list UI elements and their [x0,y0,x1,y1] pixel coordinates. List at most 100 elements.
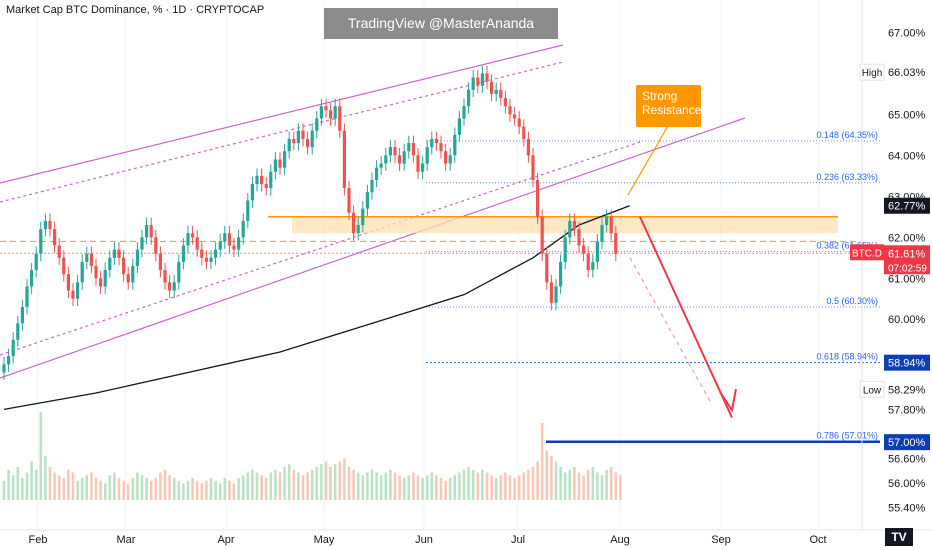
price-axis-label: 62.00% [888,232,926,244]
candle-body [214,249,218,258]
hl-label: High [862,68,883,79]
price-axis: 67.00%66.03%65.00%64.00%63.00%62.77%62.0… [850,0,930,530]
volume-bar [471,469,475,500]
volume-bar [99,480,102,500]
candle-body [398,155,402,164]
volume-bar [145,478,148,500]
volume-bar [352,469,355,500]
hl-tag [859,63,885,81]
candle-body [71,290,75,299]
candle-body [140,237,144,250]
price-tag [884,197,930,214]
volume-bar [214,480,217,500]
candle-body [16,323,20,340]
price-tag [884,381,930,398]
candle-body [223,233,227,242]
candle-body [292,138,296,144]
candle-body [503,97,507,107]
volume-bar [237,478,240,500]
volume-bar [416,475,420,500]
volume-bar [490,475,493,500]
volume-bar [402,478,406,500]
volume-bar [108,475,112,500]
channel-line [0,141,641,356]
volume-bar [191,478,194,500]
candle-body [255,175,259,185]
volume-bar [85,475,89,500]
volume-bar [7,469,10,500]
volume-bar [545,450,549,500]
volume-bar [577,472,581,500]
price-axis-label: 55.40% [888,503,926,515]
candle-body [76,282,80,299]
candle-body [306,138,310,148]
volume-bar [251,469,254,500]
time-axis-label: May [314,534,335,546]
candle-body [480,73,484,86]
candle-body [260,175,264,185]
volume-bar [131,478,135,500]
volume-bar [324,461,328,500]
volume-bar [522,472,526,500]
volume-bar [94,478,98,500]
volume-bar [453,475,457,500]
volume-bar [462,469,466,500]
channel-line [0,61,564,203]
candle-body [531,155,535,180]
candle-body [609,216,613,234]
candle-body [315,118,319,131]
volume-bar [140,475,144,500]
candle-body [577,229,581,246]
candle-body [338,106,342,131]
candle-body [103,270,107,287]
volume-bar [439,478,443,500]
channel-line [0,117,746,379]
candle-body [126,274,130,283]
volume-bar [343,458,346,500]
volume-bar [16,467,20,500]
candle-body [131,265,135,283]
candle-body [572,220,576,230]
volume-bar [393,472,397,500]
candle-body [227,233,231,246]
price-axis-label: 58.29% [888,384,926,396]
volume-bar [320,464,323,500]
candle-body [154,237,158,254]
candle-body [30,270,34,287]
volume-bar [333,464,337,500]
candle-body [301,130,305,139]
volume-bar [375,472,378,500]
volume-bar [347,467,351,500]
candle-body [545,253,549,283]
candle-body [269,171,273,189]
volume-bar [103,483,107,500]
volume-bar [370,469,374,500]
fib-label: 0.618 (58.94%) [816,352,878,362]
channel-line [0,44,564,184]
candle-body [25,286,29,307]
candle-body [122,257,126,275]
candle-body [425,147,429,164]
candle-body [549,282,553,303]
candle-body [388,147,392,156]
price-axis-label: 67.00% [888,27,926,39]
price-axis-label: 56.60% [888,454,926,466]
volume-bar [136,472,139,500]
candle-body [283,151,287,168]
candle-body [287,138,291,152]
volume-bar [283,467,286,500]
fib-label: 0.148 (64.35%) [816,130,878,140]
volume-bar [232,483,236,500]
candle-body [379,163,383,168]
tradingview-logo-icon[interactable]: TV [885,528,913,546]
time-axis-label: Jul [511,534,525,546]
moving-average [3,205,630,411]
volume-bar [499,475,503,500]
projection-dashed-line [629,257,711,402]
time-axis-label: Sep [711,534,731,546]
price-axis-label: 65.00% [888,109,926,121]
symbol-title: Market Cap BTC Dominance, % · 1D · CRYPT… [6,4,265,16]
candle-body [526,138,530,156]
volume-bar [90,472,93,500]
